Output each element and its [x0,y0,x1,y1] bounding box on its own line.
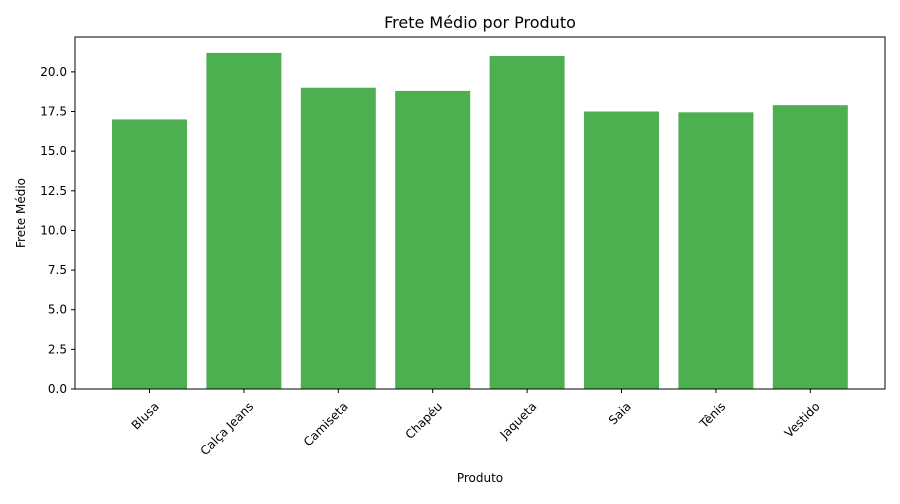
x-axis-label: Produto [457,471,503,485]
y-axis-label: Frete Médio [14,178,28,248]
bar [206,52,282,390]
bar [112,119,187,389]
x-tick-label: Vestido [782,399,823,440]
y-tick-label: 2.5 [48,342,67,356]
bar [772,105,848,390]
y-tick-label: 17.5 [40,105,67,119]
bar [678,112,754,389]
x-tick-label: Saia [606,399,634,427]
y-tick-label: 7.5 [48,263,67,277]
y-tick-label: 0.0 [48,382,67,396]
y-tick-label: 5.0 [48,303,67,317]
bar [489,56,565,389]
y-tick-label: 15.0 [40,144,67,158]
x-tick-label: Calça Jeans [198,399,257,458]
bars-layer [112,52,848,390]
bar [395,90,471,389]
y-tick-label: 10.0 [40,223,67,237]
x-tick-label: Tênis [696,399,728,431]
x-axis-ticks: Blusa Calça Jeans Camiseta Chapéu Jaqueta Sai… [129,389,823,458]
x-tick-label: Blusa [129,399,162,432]
y-tick-label: 20.0 [40,65,67,79]
bar [300,87,376,390]
x-tick-label: Camiseta [301,399,351,449]
x-tick-label: Chapéu [403,399,445,441]
plot-frame [74,36,886,390]
x-tick-label: Jaqueta [497,399,540,442]
y-axis-ticks: 0.0 2.5 5.0 7.5 10.0 12.5 15.0 17.5 20.0 [40,65,75,396]
chart-title: Frete Médio por Produto [384,13,576,32]
y-tick-label: 12.5 [40,184,67,198]
bar [584,111,659,390]
